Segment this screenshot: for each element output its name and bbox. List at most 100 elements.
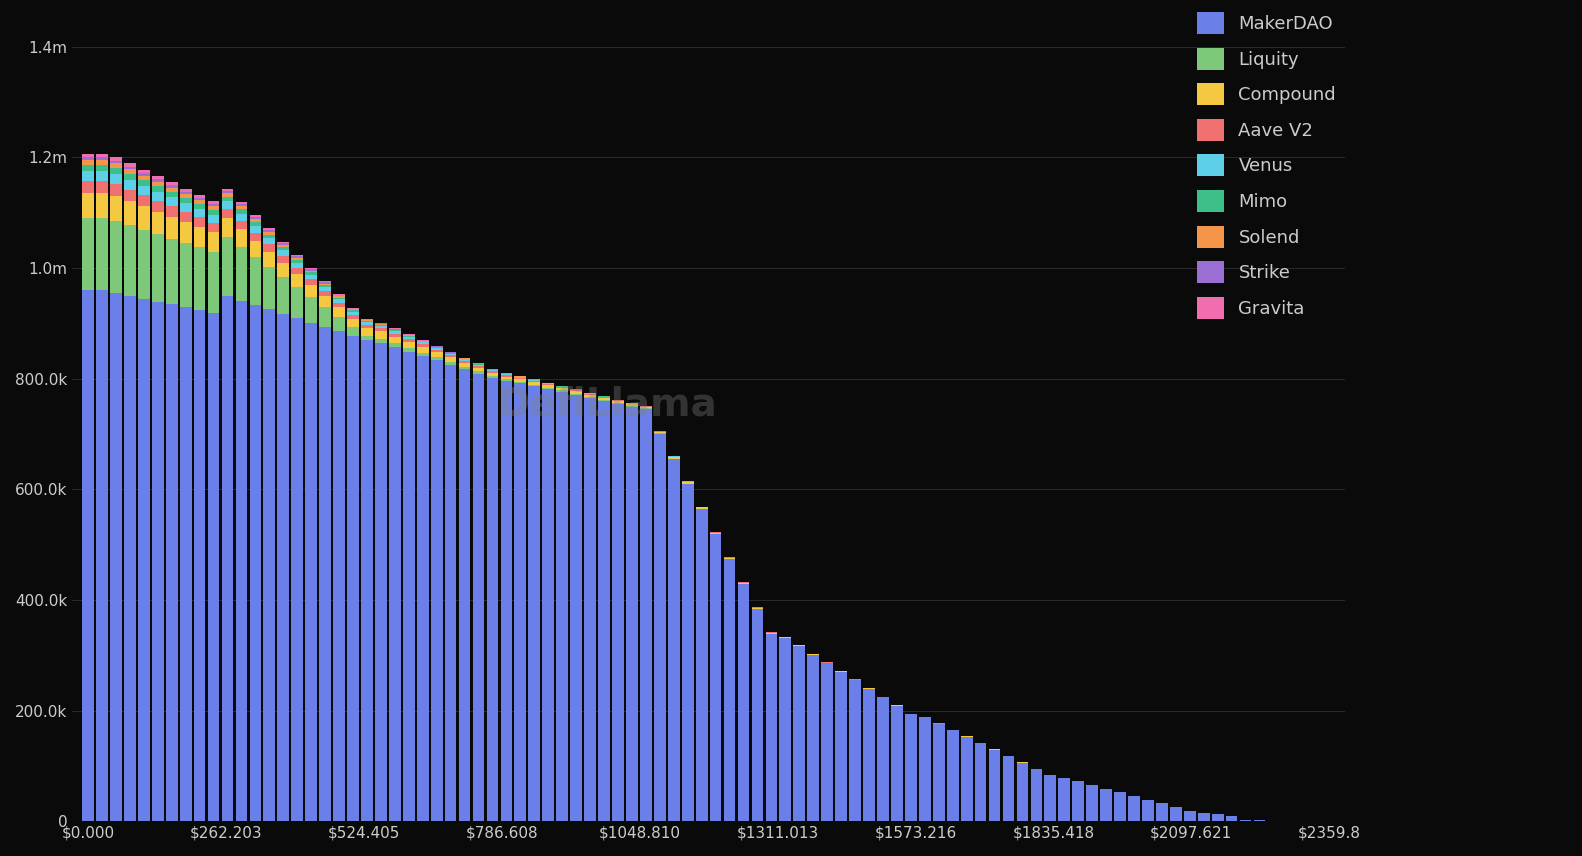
- Bar: [598, 401, 611, 821]
- Bar: [180, 211, 191, 222]
- Bar: [1099, 788, 1112, 821]
- Bar: [305, 268, 316, 270]
- Bar: [97, 158, 108, 160]
- Bar: [277, 241, 290, 243]
- Bar: [430, 357, 443, 360]
- Bar: [403, 336, 414, 337]
- Bar: [180, 198, 191, 203]
- Bar: [291, 255, 304, 257]
- Bar: [500, 375, 513, 377]
- Bar: [207, 201, 220, 204]
- Bar: [250, 233, 261, 241]
- Bar: [166, 206, 177, 217]
- Bar: [403, 337, 414, 339]
- Bar: [264, 232, 275, 235]
- Bar: [97, 164, 108, 171]
- Bar: [1114, 793, 1126, 821]
- Bar: [989, 750, 1000, 821]
- Bar: [500, 379, 513, 381]
- Bar: [514, 379, 527, 382]
- Bar: [138, 175, 150, 180]
- Bar: [375, 328, 386, 331]
- Bar: [543, 384, 554, 385]
- Bar: [653, 432, 666, 433]
- Bar: [180, 188, 191, 192]
- Bar: [375, 331, 386, 338]
- Bar: [221, 209, 233, 218]
- Bar: [250, 215, 261, 217]
- Bar: [1183, 811, 1196, 821]
- Bar: [514, 383, 527, 821]
- Bar: [123, 189, 136, 201]
- Bar: [250, 222, 261, 226]
- Bar: [933, 724, 944, 821]
- Bar: [473, 373, 484, 821]
- Bar: [111, 221, 122, 293]
- Bar: [236, 247, 247, 300]
- Bar: [459, 360, 470, 363]
- Bar: [264, 238, 275, 244]
- Bar: [557, 390, 568, 392]
- Bar: [221, 218, 233, 237]
- Bar: [696, 509, 707, 821]
- Bar: [305, 297, 316, 323]
- Bar: [305, 323, 316, 821]
- Bar: [123, 180, 136, 189]
- Bar: [794, 646, 805, 821]
- Bar: [473, 372, 484, 373]
- Bar: [612, 401, 623, 403]
- Bar: [891, 705, 903, 821]
- Bar: [180, 203, 191, 211]
- Bar: [1044, 776, 1057, 821]
- Bar: [221, 201, 233, 209]
- Bar: [193, 200, 206, 204]
- Bar: [334, 317, 345, 331]
- Bar: [459, 363, 470, 366]
- Bar: [320, 283, 331, 285]
- Bar: [570, 394, 582, 395]
- Bar: [82, 193, 93, 218]
- Bar: [487, 371, 498, 372]
- Bar: [82, 158, 93, 160]
- Bar: [82, 290, 93, 821]
- Bar: [346, 336, 359, 821]
- Bar: [948, 730, 959, 821]
- Bar: [375, 325, 386, 328]
- Bar: [111, 293, 122, 821]
- Bar: [291, 257, 304, 258]
- Bar: [207, 204, 220, 206]
- Bar: [221, 188, 233, 191]
- Bar: [557, 392, 568, 821]
- Bar: [960, 737, 973, 821]
- Bar: [236, 202, 247, 205]
- Bar: [250, 226, 261, 233]
- Bar: [166, 239, 177, 305]
- Bar: [334, 331, 345, 821]
- Bar: [291, 263, 304, 268]
- Bar: [236, 229, 247, 247]
- Bar: [487, 378, 498, 821]
- Bar: [514, 377, 527, 379]
- Bar: [334, 298, 345, 300]
- Bar: [320, 282, 331, 283]
- Bar: [138, 186, 150, 195]
- Bar: [1156, 804, 1168, 821]
- Bar: [459, 369, 470, 821]
- Bar: [361, 336, 373, 340]
- Bar: [361, 340, 373, 821]
- Bar: [277, 263, 290, 277]
- Bar: [82, 164, 93, 171]
- Bar: [389, 330, 400, 331]
- Bar: [389, 334, 400, 336]
- Bar: [543, 389, 554, 821]
- Bar: [473, 368, 484, 372]
- Bar: [277, 251, 290, 256]
- Bar: [487, 372, 498, 373]
- Bar: [612, 403, 623, 404]
- Bar: [123, 167, 136, 169]
- Bar: [193, 209, 206, 217]
- Bar: [152, 179, 163, 181]
- Bar: [152, 186, 163, 192]
- Text: DefiLlama: DefiLlama: [497, 385, 717, 423]
- Bar: [445, 354, 457, 355]
